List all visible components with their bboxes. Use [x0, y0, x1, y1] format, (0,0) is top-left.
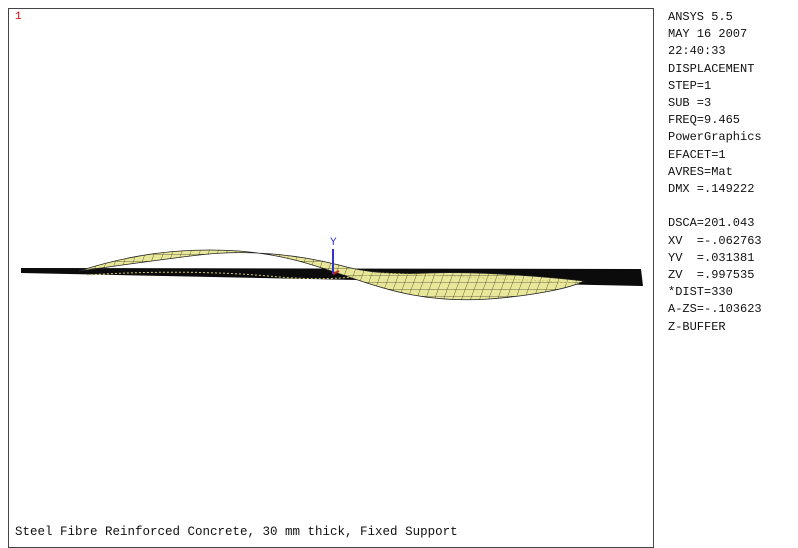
info-line: MAY 16 2007 [668, 26, 762, 43]
info-line: DISPLACEMENT [668, 61, 762, 78]
info-line: DMX =.149222 [668, 181, 762, 198]
model-view: Y [9, 9, 653, 547]
info-line: 22:40:33 [668, 43, 762, 60]
axis-label: Y [330, 237, 337, 249]
info-line: FREQ=9.465 [668, 112, 762, 129]
info-line: *DIST=330 [668, 284, 762, 301]
info-line: A-ZS=-.103623 [668, 301, 762, 318]
graphics-viewport: Y 1 Steel Fibre Reinforced Concrete, 30 … [8, 8, 654, 548]
info-line: STEP=1 [668, 78, 762, 95]
info-line: AVRES=Mat [668, 164, 762, 181]
caption: Steel Fibre Reinforced Concrete, 30 mm t… [15, 525, 458, 539]
info-line: EFACET=1 [668, 147, 762, 164]
info-line: ANSYS 5.5 [668, 9, 762, 26]
info-line: PowerGraphics [668, 129, 762, 146]
info-line: ZV =.997535 [668, 267, 762, 284]
window-number: 1 [15, 11, 22, 23]
info-line: YV =.031381 [668, 250, 762, 267]
info-line: DSCA=201.043 [668, 215, 762, 232]
info-line: XV =-.062763 [668, 233, 762, 250]
info-line: SUB =3 [668, 95, 762, 112]
info-line: Z-BUFFER [668, 319, 762, 336]
ansys-window: {"window_number": "1", "axis_label": "Y"… [0, 0, 798, 544]
